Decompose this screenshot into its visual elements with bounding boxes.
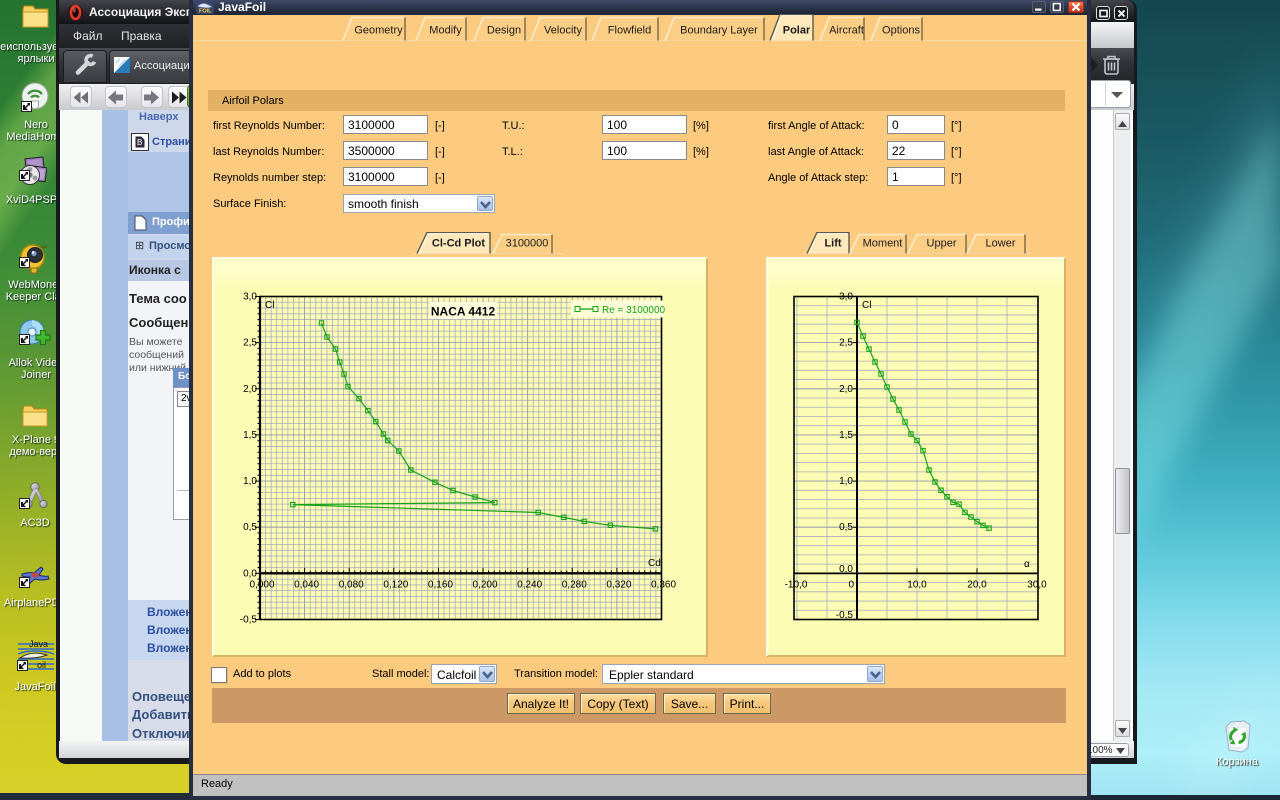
svg-text:2,0: 2,0 bbox=[243, 384, 257, 395]
svg-text:0,280: 0,280 bbox=[562, 579, 587, 590]
svg-text:Polar: Polar bbox=[783, 25, 811, 37]
svg-text:0,5: 0,5 bbox=[839, 522, 853, 533]
svg-text:-0,5: -0,5 bbox=[836, 610, 854, 621]
svg-text:NACA 4412: NACA 4412 bbox=[431, 305, 496, 319]
svg-text:3100000: 3100000 bbox=[506, 238, 549, 250]
svg-text:-10,0: -10,0 bbox=[785, 579, 808, 590]
svg-text:1,0: 1,0 bbox=[839, 476, 853, 487]
svg-text:Boundary Layer: Boundary Layer bbox=[680, 25, 758, 37]
svg-text:Upper: Upper bbox=[927, 238, 957, 250]
svg-text:0,0: 0,0 bbox=[243, 568, 257, 579]
svg-text:10,0: 10,0 bbox=[907, 579, 927, 590]
svg-text:Moment: Moment bbox=[863, 238, 903, 250]
svg-text:0,040: 0,040 bbox=[294, 579, 319, 590]
svg-text:0: 0 bbox=[848, 579, 854, 590]
svg-text:0,360: 0,360 bbox=[651, 579, 676, 590]
svg-text:α: α bbox=[1024, 559, 1030, 570]
svg-text:3,0: 3,0 bbox=[243, 292, 257, 303]
svg-text:2,5: 2,5 bbox=[243, 338, 257, 349]
svg-text:2,5: 2,5 bbox=[839, 338, 853, 349]
svg-text:0,320: 0,320 bbox=[606, 579, 631, 590]
svg-text:2,0: 2,0 bbox=[839, 384, 853, 395]
svg-text:1,5: 1,5 bbox=[839, 430, 853, 441]
svg-text:Lift: Lift bbox=[824, 238, 841, 250]
svg-text:oil: oil bbox=[37, 660, 46, 670]
svg-text:Re = 3100000: Re = 3100000 bbox=[602, 305, 666, 316]
svg-text:Cl: Cl bbox=[265, 300, 274, 311]
svg-text:FOIL: FOIL bbox=[199, 9, 212, 15]
svg-text:Lower: Lower bbox=[986, 238, 1016, 250]
svg-text:Modify: Modify bbox=[429, 25, 462, 37]
svg-text:0,0: 0,0 bbox=[839, 564, 853, 575]
svg-text:1,5: 1,5 bbox=[243, 430, 257, 441]
svg-text:Design: Design bbox=[487, 25, 521, 37]
svg-text:Aircraft: Aircraft bbox=[829, 25, 864, 37]
svg-text:0,240: 0,240 bbox=[517, 579, 542, 590]
svg-text:B: B bbox=[137, 138, 142, 147]
svg-text:Java: Java bbox=[29, 639, 48, 649]
svg-text:0,160: 0,160 bbox=[428, 579, 453, 590]
svg-text:0,5: 0,5 bbox=[243, 522, 257, 533]
svg-text:-0,5: -0,5 bbox=[240, 615, 258, 626]
svg-text:0,080: 0,080 bbox=[339, 579, 364, 590]
svg-text:0,120: 0,120 bbox=[383, 579, 408, 590]
svg-text:0,000: 0,000 bbox=[249, 579, 274, 590]
svg-text:Cd: Cd bbox=[648, 558, 661, 569]
svg-text:Flowfield: Flowfield bbox=[608, 25, 651, 37]
svg-text:Velocity: Velocity bbox=[544, 25, 582, 37]
svg-text:Cl: Cl bbox=[862, 300, 871, 311]
svg-text:0,200: 0,200 bbox=[473, 579, 498, 590]
svg-text:Cl-Cd Plot: Cl-Cd Plot bbox=[432, 238, 485, 250]
svg-text:3,0: 3,0 bbox=[839, 292, 853, 303]
svg-text:Options: Options bbox=[882, 25, 920, 37]
svg-text:1,0: 1,0 bbox=[243, 476, 257, 487]
svg-text:20,0: 20,0 bbox=[967, 579, 987, 590]
svg-text:30,0: 30,0 bbox=[1027, 579, 1047, 590]
svg-text:Geometry: Geometry bbox=[354, 25, 403, 37]
